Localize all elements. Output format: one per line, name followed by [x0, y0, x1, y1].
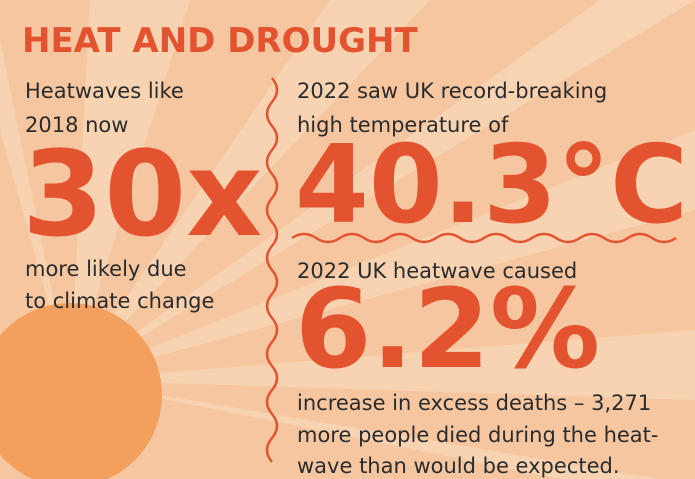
bottom-outro: more people died during the heat-: [297, 423, 659, 447]
left-outro: more likely due: [25, 257, 187, 281]
bottom-outro: increase in excess deaths – 3,271: [297, 391, 651, 415]
left-figure: 30x: [22, 125, 262, 263]
top-figure: 40.3°C: [295, 123, 688, 248]
bottom-figure: 6.2%: [295, 265, 600, 393]
left-intro: Heatwaves like: [25, 79, 184, 103]
bottom-outro: wave than would be expected.: [297, 454, 620, 478]
infographic: HEAT AND DROUGHT Heatwaves like 2018 now…: [0, 0, 695, 479]
title: HEAT AND DROUGHT: [22, 21, 418, 61]
top-intro: 2022 saw UK record-breaking: [297, 79, 607, 103]
left-outro: to climate change: [25, 289, 214, 313]
